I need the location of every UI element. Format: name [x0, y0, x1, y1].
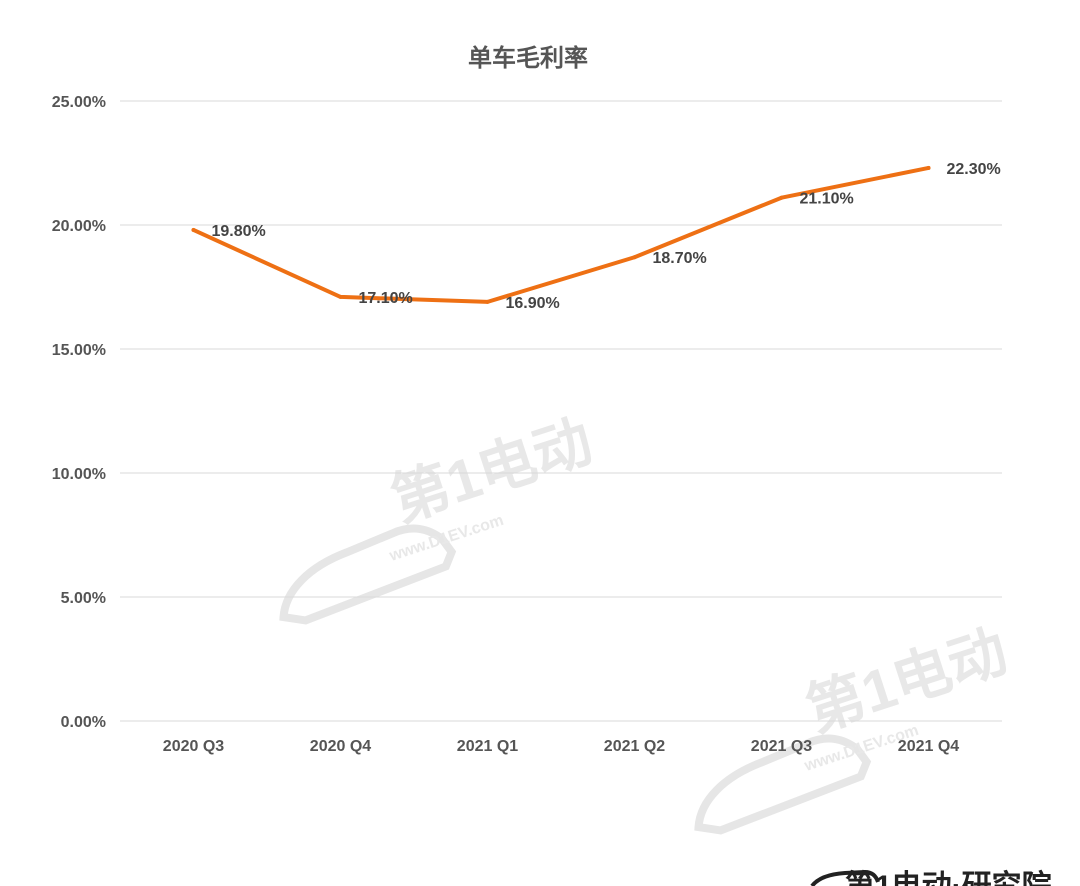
x-tick-label: 2020 Q4 [310, 738, 371, 755]
car-logo-icon [810, 869, 880, 886]
series-line [191, 165, 931, 304]
data-label: 17.10% [359, 290, 413, 307]
y-tick-label: 25.00% [52, 94, 106, 111]
data-point [485, 299, 490, 304]
x-tick-label: 2021 Q3 [751, 738, 812, 755]
data-point [926, 165, 931, 170]
footer-brand-text: 第1电动·研究院 [845, 869, 1052, 886]
data-point [191, 227, 196, 232]
data-labels: 19.80% 17.10% 16.90% 18.70% 21.10% 22.30% [212, 161, 1001, 312]
car-outline-icon [279, 524, 457, 625]
chart-title: 单车毛利率 [468, 44, 588, 72]
y-tick-label: 20.00% [52, 218, 106, 235]
x-tick-label: 2021 Q2 [604, 738, 665, 755]
x-axis: 2020 Q3 2020 Q4 2021 Q1 2021 Q2 2021 Q3 2021 … [163, 738, 959, 755]
data-label: 16.90% [506, 295, 560, 312]
data-label: 22.30% [947, 161, 1001, 178]
car-outline-icon [694, 734, 872, 835]
data-point [632, 255, 637, 260]
y-tick-label: 10.00% [52, 466, 106, 483]
data-label: 19.80% [212, 223, 266, 240]
series-layer [191, 165, 931, 304]
watermark-mark: 第1电动 www.D1EV.com [279, 408, 600, 625]
x-tick-label: 2021 Q1 [457, 738, 518, 755]
footer-brand: 第1电动·研究院 [810, 869, 1052, 886]
data-label: 21.10% [800, 191, 854, 208]
y-tick-label: 0.00% [61, 714, 106, 731]
data-point [779, 195, 784, 200]
watermark-mark: 第1电动 www.D1EV.com [694, 618, 1015, 835]
y-tick-label: 15.00% [52, 342, 106, 359]
data-label: 18.70% [653, 250, 707, 267]
x-tick-label: 2021 Q4 [898, 738, 959, 755]
y-tick-label: 5.00% [61, 590, 106, 607]
x-tick-label: 2020 Q3 [163, 738, 224, 755]
y-axis: 0.00% 5.00% 10.00% 15.00% 20.00% 25.00% [52, 94, 106, 731]
grid [120, 100, 1002, 722]
data-point [338, 294, 343, 299]
